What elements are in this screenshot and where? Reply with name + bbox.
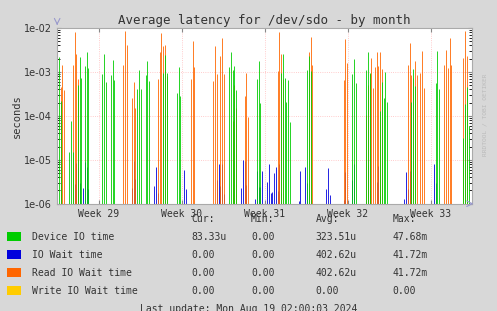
Text: 0.00: 0.00: [316, 286, 339, 296]
Text: Min:: Min:: [251, 214, 274, 224]
Text: 41.72m: 41.72m: [393, 268, 428, 278]
Text: Max:: Max:: [393, 214, 416, 224]
Text: 0.00: 0.00: [251, 250, 274, 260]
Title: Average latency for /dev/sdo - by month: Average latency for /dev/sdo - by month: [118, 14, 411, 27]
Text: Cur:: Cur:: [191, 214, 215, 224]
Text: 41.72m: 41.72m: [393, 250, 428, 260]
Text: Last update: Mon Aug 19 02:00:03 2024: Last update: Mon Aug 19 02:00:03 2024: [140, 304, 357, 311]
Text: Read IO Wait time: Read IO Wait time: [32, 268, 132, 278]
Text: 0.00: 0.00: [251, 268, 274, 278]
Text: 323.51u: 323.51u: [316, 232, 357, 242]
Text: Write IO Wait time: Write IO Wait time: [32, 286, 138, 296]
Text: 0.00: 0.00: [191, 250, 215, 260]
Text: 47.68m: 47.68m: [393, 232, 428, 242]
Text: 0.00: 0.00: [191, 286, 215, 296]
Text: 83.33u: 83.33u: [191, 232, 227, 242]
Text: IO Wait time: IO Wait time: [32, 250, 103, 260]
Text: 0.00: 0.00: [251, 232, 274, 242]
Text: 0.00: 0.00: [393, 286, 416, 296]
Text: Avg:: Avg:: [316, 214, 339, 224]
Text: 0.00: 0.00: [191, 268, 215, 278]
Text: RRDTOOL / TOBI OETIKER: RRDTOOL / TOBI OETIKER: [482, 74, 487, 156]
Text: 402.62u: 402.62u: [316, 268, 357, 278]
Text: Device IO time: Device IO time: [32, 232, 114, 242]
Y-axis label: seconds: seconds: [11, 94, 21, 138]
Text: 402.62u: 402.62u: [316, 250, 357, 260]
Text: 0.00: 0.00: [251, 286, 274, 296]
